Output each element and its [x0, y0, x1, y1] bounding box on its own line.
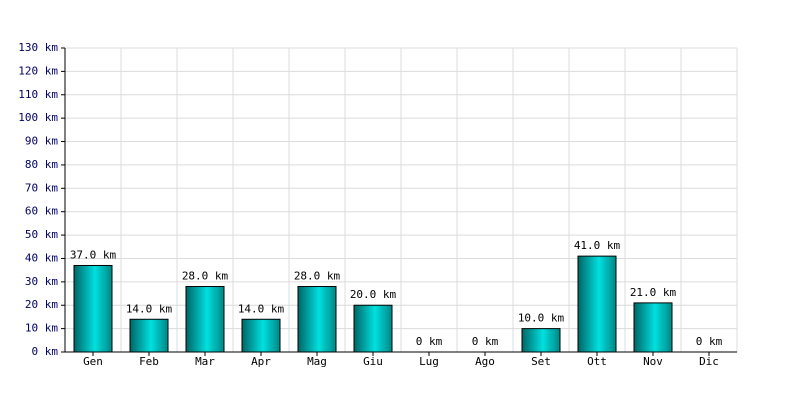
- value-label: 14.0 km: [238, 302, 285, 315]
- value-label: 37.0 km: [70, 248, 117, 261]
- value-label: 28.0 km: [182, 270, 229, 283]
- y-tick-label: 110 km: [18, 88, 58, 101]
- y-tick-label: 60 km: [25, 205, 58, 218]
- bar: [241, 318, 281, 353]
- x-tick-label: Mag: [307, 355, 327, 368]
- x-tick-label: Apr: [251, 355, 271, 368]
- x-tick-label: Ago: [475, 355, 495, 368]
- bar: [129, 318, 169, 353]
- value-label: 0 km: [696, 335, 723, 348]
- value-label: 21.0 km: [630, 286, 677, 299]
- bar: [297, 286, 337, 353]
- y-tick-label: 70 km: [25, 181, 58, 194]
- y-tick-label: 120 km: [18, 64, 58, 77]
- y-tick-label: 100 km: [18, 111, 58, 124]
- value-label: 14.0 km: [126, 302, 173, 315]
- bar: [521, 328, 561, 353]
- x-tick-label: Ott: [587, 355, 607, 368]
- x-tick-label: Dic: [699, 355, 719, 368]
- bar: [633, 302, 673, 353]
- bar: [577, 255, 617, 353]
- value-label: 41.0 km: [574, 239, 621, 252]
- bar: [353, 304, 393, 353]
- x-tick-label: Set: [531, 355, 551, 368]
- y-tick-label: 130 km: [18, 41, 58, 54]
- y-tick-label: 90 km: [25, 135, 58, 148]
- x-tick-label: Nov: [643, 355, 663, 368]
- x-tick-label: Giu: [363, 355, 383, 368]
- x-tick-label: Feb: [139, 355, 159, 368]
- x-tick-label: Lug: [419, 355, 439, 368]
- bar: [73, 264, 113, 353]
- y-tick-label: 0 km: [32, 345, 59, 358]
- y-tick-label: 40 km: [25, 251, 58, 264]
- y-tick-label: 50 km: [25, 228, 58, 241]
- bar: [185, 286, 225, 353]
- value-label: 10.0 km: [518, 312, 565, 325]
- value-label: 28.0 km: [294, 270, 341, 283]
- value-label: 0 km: [416, 335, 443, 348]
- x-tick-label: Gen: [83, 355, 103, 368]
- y-tick-label: 20 km: [25, 298, 58, 311]
- value-label: 0 km: [472, 335, 499, 348]
- value-label: 20.0 km: [350, 288, 397, 301]
- y-tick-label: 30 km: [25, 275, 58, 288]
- y-tick-label: 80 km: [25, 158, 58, 171]
- y-tick-label: 10 km: [25, 322, 58, 335]
- x-tick-label: Mar: [195, 355, 215, 368]
